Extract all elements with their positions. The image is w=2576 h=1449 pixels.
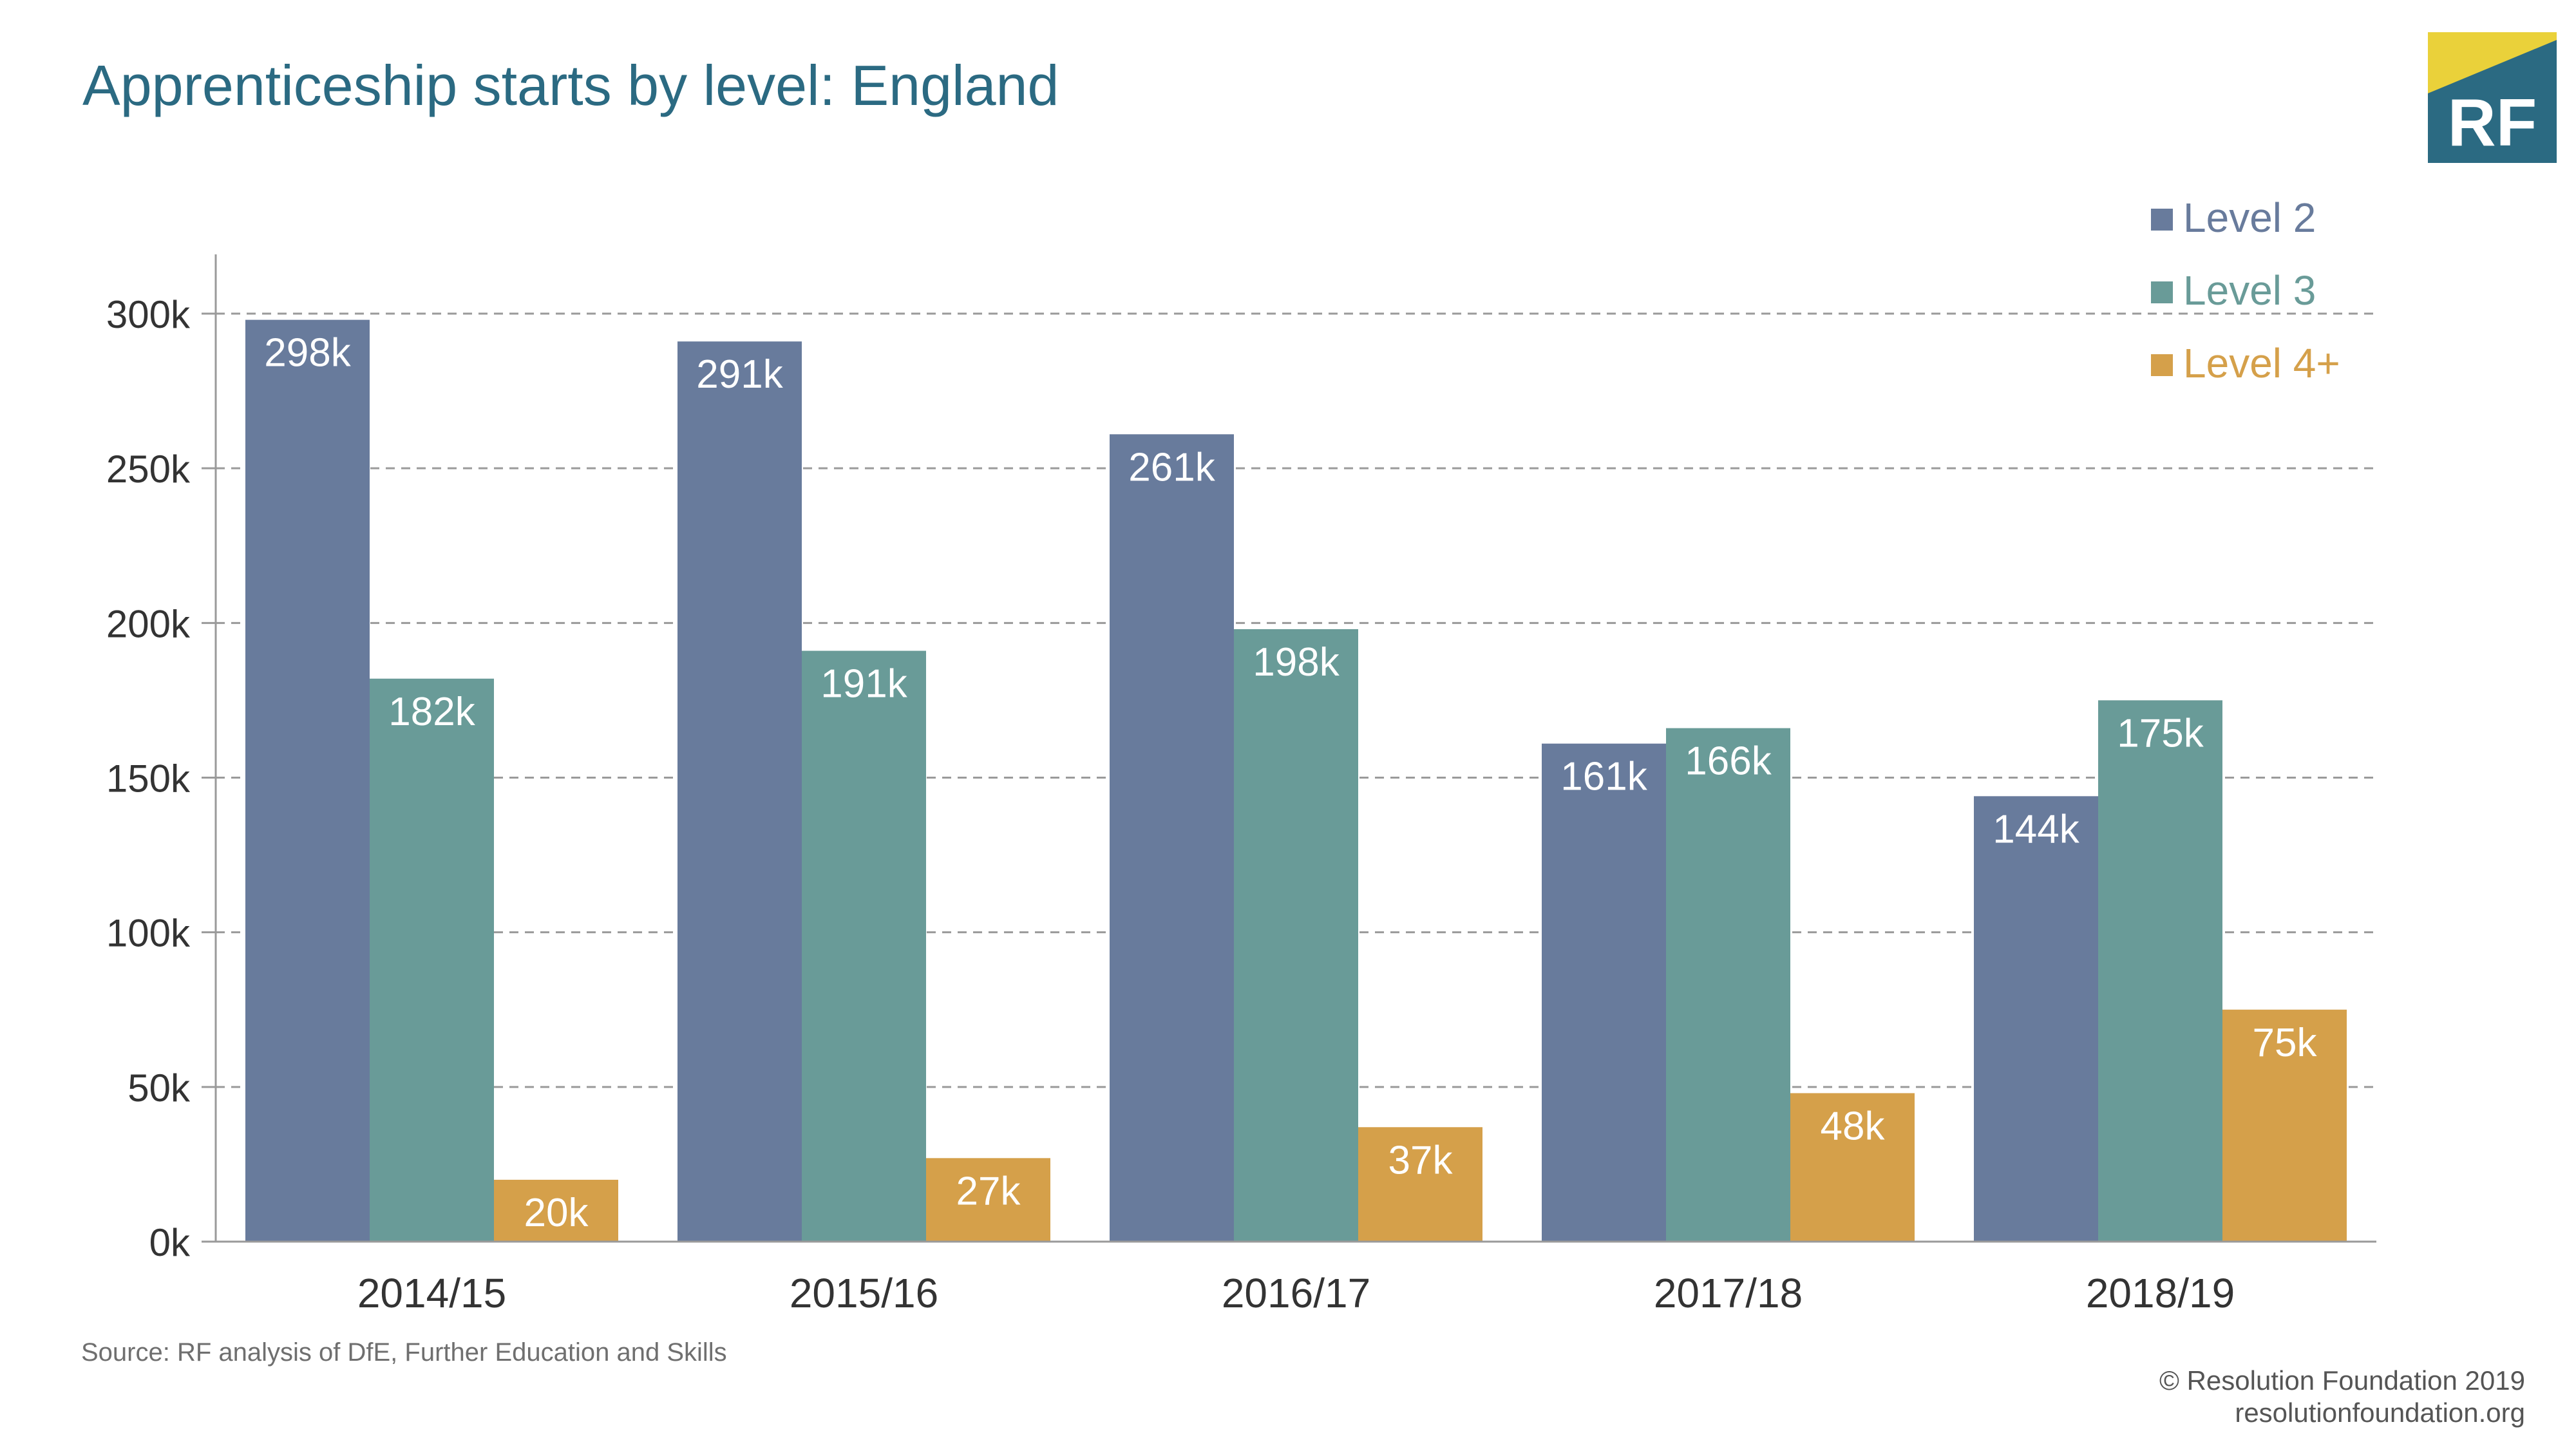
- bar-value-label: 175k: [2117, 711, 2204, 755]
- bar: [245, 319, 370, 1242]
- y-tick-label: 200k: [106, 602, 191, 645]
- bar-value-label: 261k: [1128, 445, 1215, 489]
- axes: 0k 50k 100k 150k 200k 250k 300k 2014/15 2015/16 2…: [106, 254, 2376, 1316]
- bar-value-label: 298k: [264, 331, 351, 375]
- legend: Level 2 Level 3 Level 4+: [2151, 194, 2340, 386]
- bar: [370, 678, 494, 1242]
- bar: [1542, 743, 1666, 1242]
- bar: [677, 341, 802, 1242]
- y-tick-label: 150k: [106, 757, 191, 800]
- bar-value-label: 37k: [1388, 1138, 1454, 1182]
- value-labels: 298k 182k 20k 291k 191k 27k 261k 198k 37k 161k 166…: [264, 331, 2317, 1235]
- legend-swatch: [2151, 281, 2173, 303]
- copyright-note: © Resolution Foundation 2019: [2159, 1365, 2525, 1396]
- bar-value-label: 48k: [1821, 1104, 1886, 1148]
- bar: [1790, 1093, 1915, 1242]
- bar: [2098, 700, 2222, 1242]
- bars: [245, 319, 2347, 1242]
- y-tick-label: 300k: [106, 293, 191, 336]
- bar: [1358, 1127, 1482, 1242]
- logo-text: RF: [2448, 86, 2537, 160]
- bar-value-label: 20k: [524, 1191, 589, 1235]
- x-tick-label: 2015/16: [790, 1270, 938, 1316]
- bar-value-label: 182k: [388, 690, 475, 734]
- bar: [2222, 1009, 2347, 1242]
- y-tick-label: 0k: [149, 1221, 191, 1264]
- y-tick-label: 50k: [128, 1066, 191, 1110]
- bar-value-label: 291k: [696, 352, 783, 397]
- bar: [1110, 434, 1234, 1242]
- y-tick-label: 250k: [106, 448, 191, 491]
- legend-label: Level 4+: [2183, 340, 2340, 386]
- bar-value-label: 144k: [1993, 807, 2079, 851]
- bar: [1974, 796, 2098, 1242]
- bar: [802, 650, 926, 1242]
- bar: [1234, 629, 1358, 1242]
- website-note: resolutionfoundation.org: [2235, 1397, 2525, 1428]
- x-tick-label: 2014/15: [357, 1270, 506, 1316]
- y-tick-label: 100k: [106, 912, 191, 955]
- bar-value-label: 198k: [1253, 640, 1340, 685]
- x-tick-label: 2016/17: [1222, 1270, 1370, 1316]
- legend-swatch: [2151, 209, 2173, 231]
- x-tick-label: 2017/18: [1654, 1270, 1803, 1316]
- bar-value-label: 166k: [1685, 739, 1772, 784]
- x-tick-label: 2018/19: [2086, 1270, 2235, 1316]
- legend-label: Level 3: [2183, 267, 2316, 314]
- bar-chart: 298k 182k 20k 291k 191k 27k 261k 198k 37k 161k 166…: [106, 194, 2376, 1316]
- chart-title: Apprenticeship starts by level: England: [82, 53, 1059, 117]
- resolution-foundation-logo: RF: [2428, 32, 2557, 163]
- legend-label: Level 2: [2183, 194, 2316, 241]
- bar: [926, 1158, 1050, 1242]
- bar-value-label: 27k: [956, 1169, 1021, 1213]
- bar: [494, 1179, 618, 1242]
- bar-value-label: 161k: [1560, 755, 1647, 799]
- bar: [1666, 728, 1790, 1242]
- bar-value-label: 191k: [820, 662, 907, 706]
- legend-swatch: [2151, 354, 2173, 376]
- bar-value-label: 75k: [2253, 1021, 2318, 1065]
- source-note: Source: RF analysis of DfE, Further Educ…: [81, 1338, 727, 1367]
